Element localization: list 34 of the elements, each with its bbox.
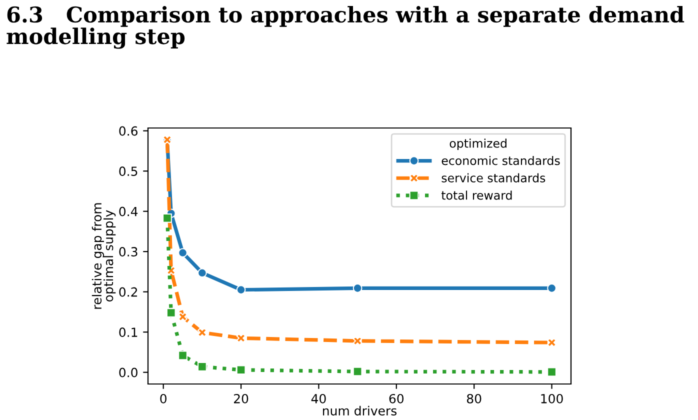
x-axis-title: num drivers (322, 406, 397, 416)
legend-label: service standards (442, 173, 546, 182)
point (178, 312, 188, 322)
y-tick-label: 0.2 (119, 287, 138, 297)
point (198, 268, 207, 278)
chart-title: 6.3 Comparison to approaches with a separate demand modelling step (6, 6, 684, 49)
y-tick-label: 0.3 (119, 247, 138, 256)
point (162, 213, 172, 223)
y-tick-label: 0.4 (119, 206, 138, 216)
y-tick-label: 0.1 (119, 328, 138, 337)
point (352, 366, 362, 376)
x-tick-label: 40 (311, 394, 326, 404)
legend-label: economic standards (442, 156, 560, 166)
y-tick-label: 0.5 (119, 166, 138, 176)
legend-title: optimized (450, 138, 506, 150)
point (178, 248, 188, 258)
x-tick-label: 60 (389, 394, 404, 404)
x-tick-label: 20 (234, 394, 248, 404)
point (198, 328, 207, 338)
point (198, 362, 207, 372)
x-tick-label: 80 (466, 394, 482, 404)
point (352, 284, 362, 293)
point (236, 285, 246, 294)
point (547, 367, 556, 377)
point (178, 350, 188, 360)
x-tick-label: 100 (541, 394, 563, 404)
point (236, 365, 246, 375)
legend-label: total reward (441, 190, 512, 200)
y-tick-label: 0.6 (119, 126, 138, 136)
y-axis-title: relative gap from optimal supply (92, 203, 116, 309)
x-tick-label: 0 (160, 394, 166, 404)
point (547, 284, 556, 293)
point (166, 308, 176, 318)
y-tick-label: 0.0 (119, 368, 138, 378)
